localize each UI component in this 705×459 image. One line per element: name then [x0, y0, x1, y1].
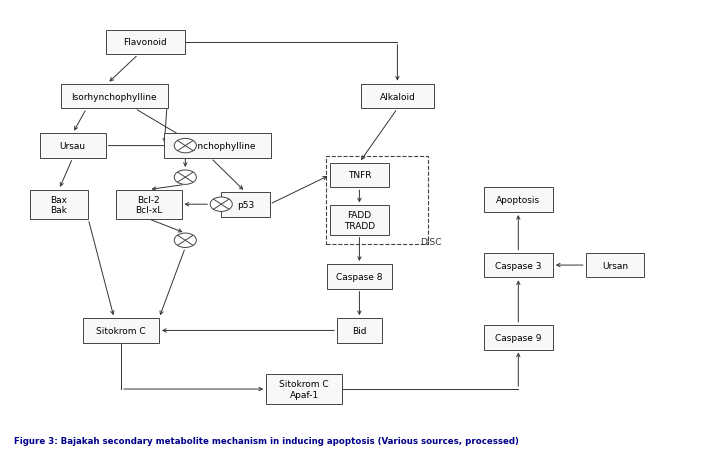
Circle shape [174, 139, 197, 153]
Bar [83, 319, 159, 343]
Text: Ursan: Ursan [602, 261, 628, 270]
Text: Rhynchophylline: Rhynchophylline [180, 142, 255, 151]
Text: TNFR: TNFR [348, 171, 371, 180]
Text: Bcl-2
Bcl-xL: Bcl-2 Bcl-xL [135, 195, 162, 214]
Circle shape [174, 234, 197, 248]
Bar [484, 253, 553, 278]
Text: Apoptosis: Apoptosis [496, 196, 540, 205]
Bar [106, 30, 185, 55]
Bar [484, 325, 553, 350]
Text: Sitokrom C: Sitokrom C [97, 326, 146, 335]
Bar [40, 134, 106, 159]
Bar [326, 264, 392, 289]
Bar [221, 192, 269, 217]
Text: Figure 3: Bajakah secondary metabolite mechanism in inducing apoptosis (Various : Figure 3: Bajakah secondary metabolite m… [14, 437, 519, 445]
Bar [361, 84, 434, 109]
Text: Isorhynchophylline: Isorhynchophylline [71, 92, 157, 101]
Bar [164, 134, 271, 159]
Text: Ursau: Ursau [60, 142, 86, 151]
Text: Sitokrom C
Apaf-1: Sitokrom C Apaf-1 [279, 380, 329, 399]
Text: Caspase 3: Caspase 3 [495, 261, 541, 270]
Bar [30, 190, 88, 219]
Text: DISC: DISC [420, 238, 442, 246]
Bar [586, 253, 644, 278]
Circle shape [210, 197, 232, 212]
Text: Alkaloid: Alkaloid [379, 92, 415, 101]
Text: Caspase 8: Caspase 8 [336, 272, 383, 281]
Text: p53: p53 [237, 200, 254, 209]
Bar [337, 319, 382, 343]
Bar [61, 84, 168, 109]
Bar [330, 163, 388, 188]
Text: Bid: Bid [352, 326, 367, 335]
Text: Caspase 9: Caspase 9 [495, 333, 541, 342]
Circle shape [174, 171, 197, 185]
Text: FADD
TRADD: FADD TRADD [344, 211, 375, 230]
Text: Flavonoid: Flavonoid [123, 39, 167, 47]
Bar [326, 157, 429, 244]
Bar [330, 206, 388, 235]
Bar [484, 188, 553, 213]
Text: Bax
Bak: Bax Bak [50, 195, 68, 214]
Bar [116, 190, 181, 219]
Bar [266, 375, 342, 404]
